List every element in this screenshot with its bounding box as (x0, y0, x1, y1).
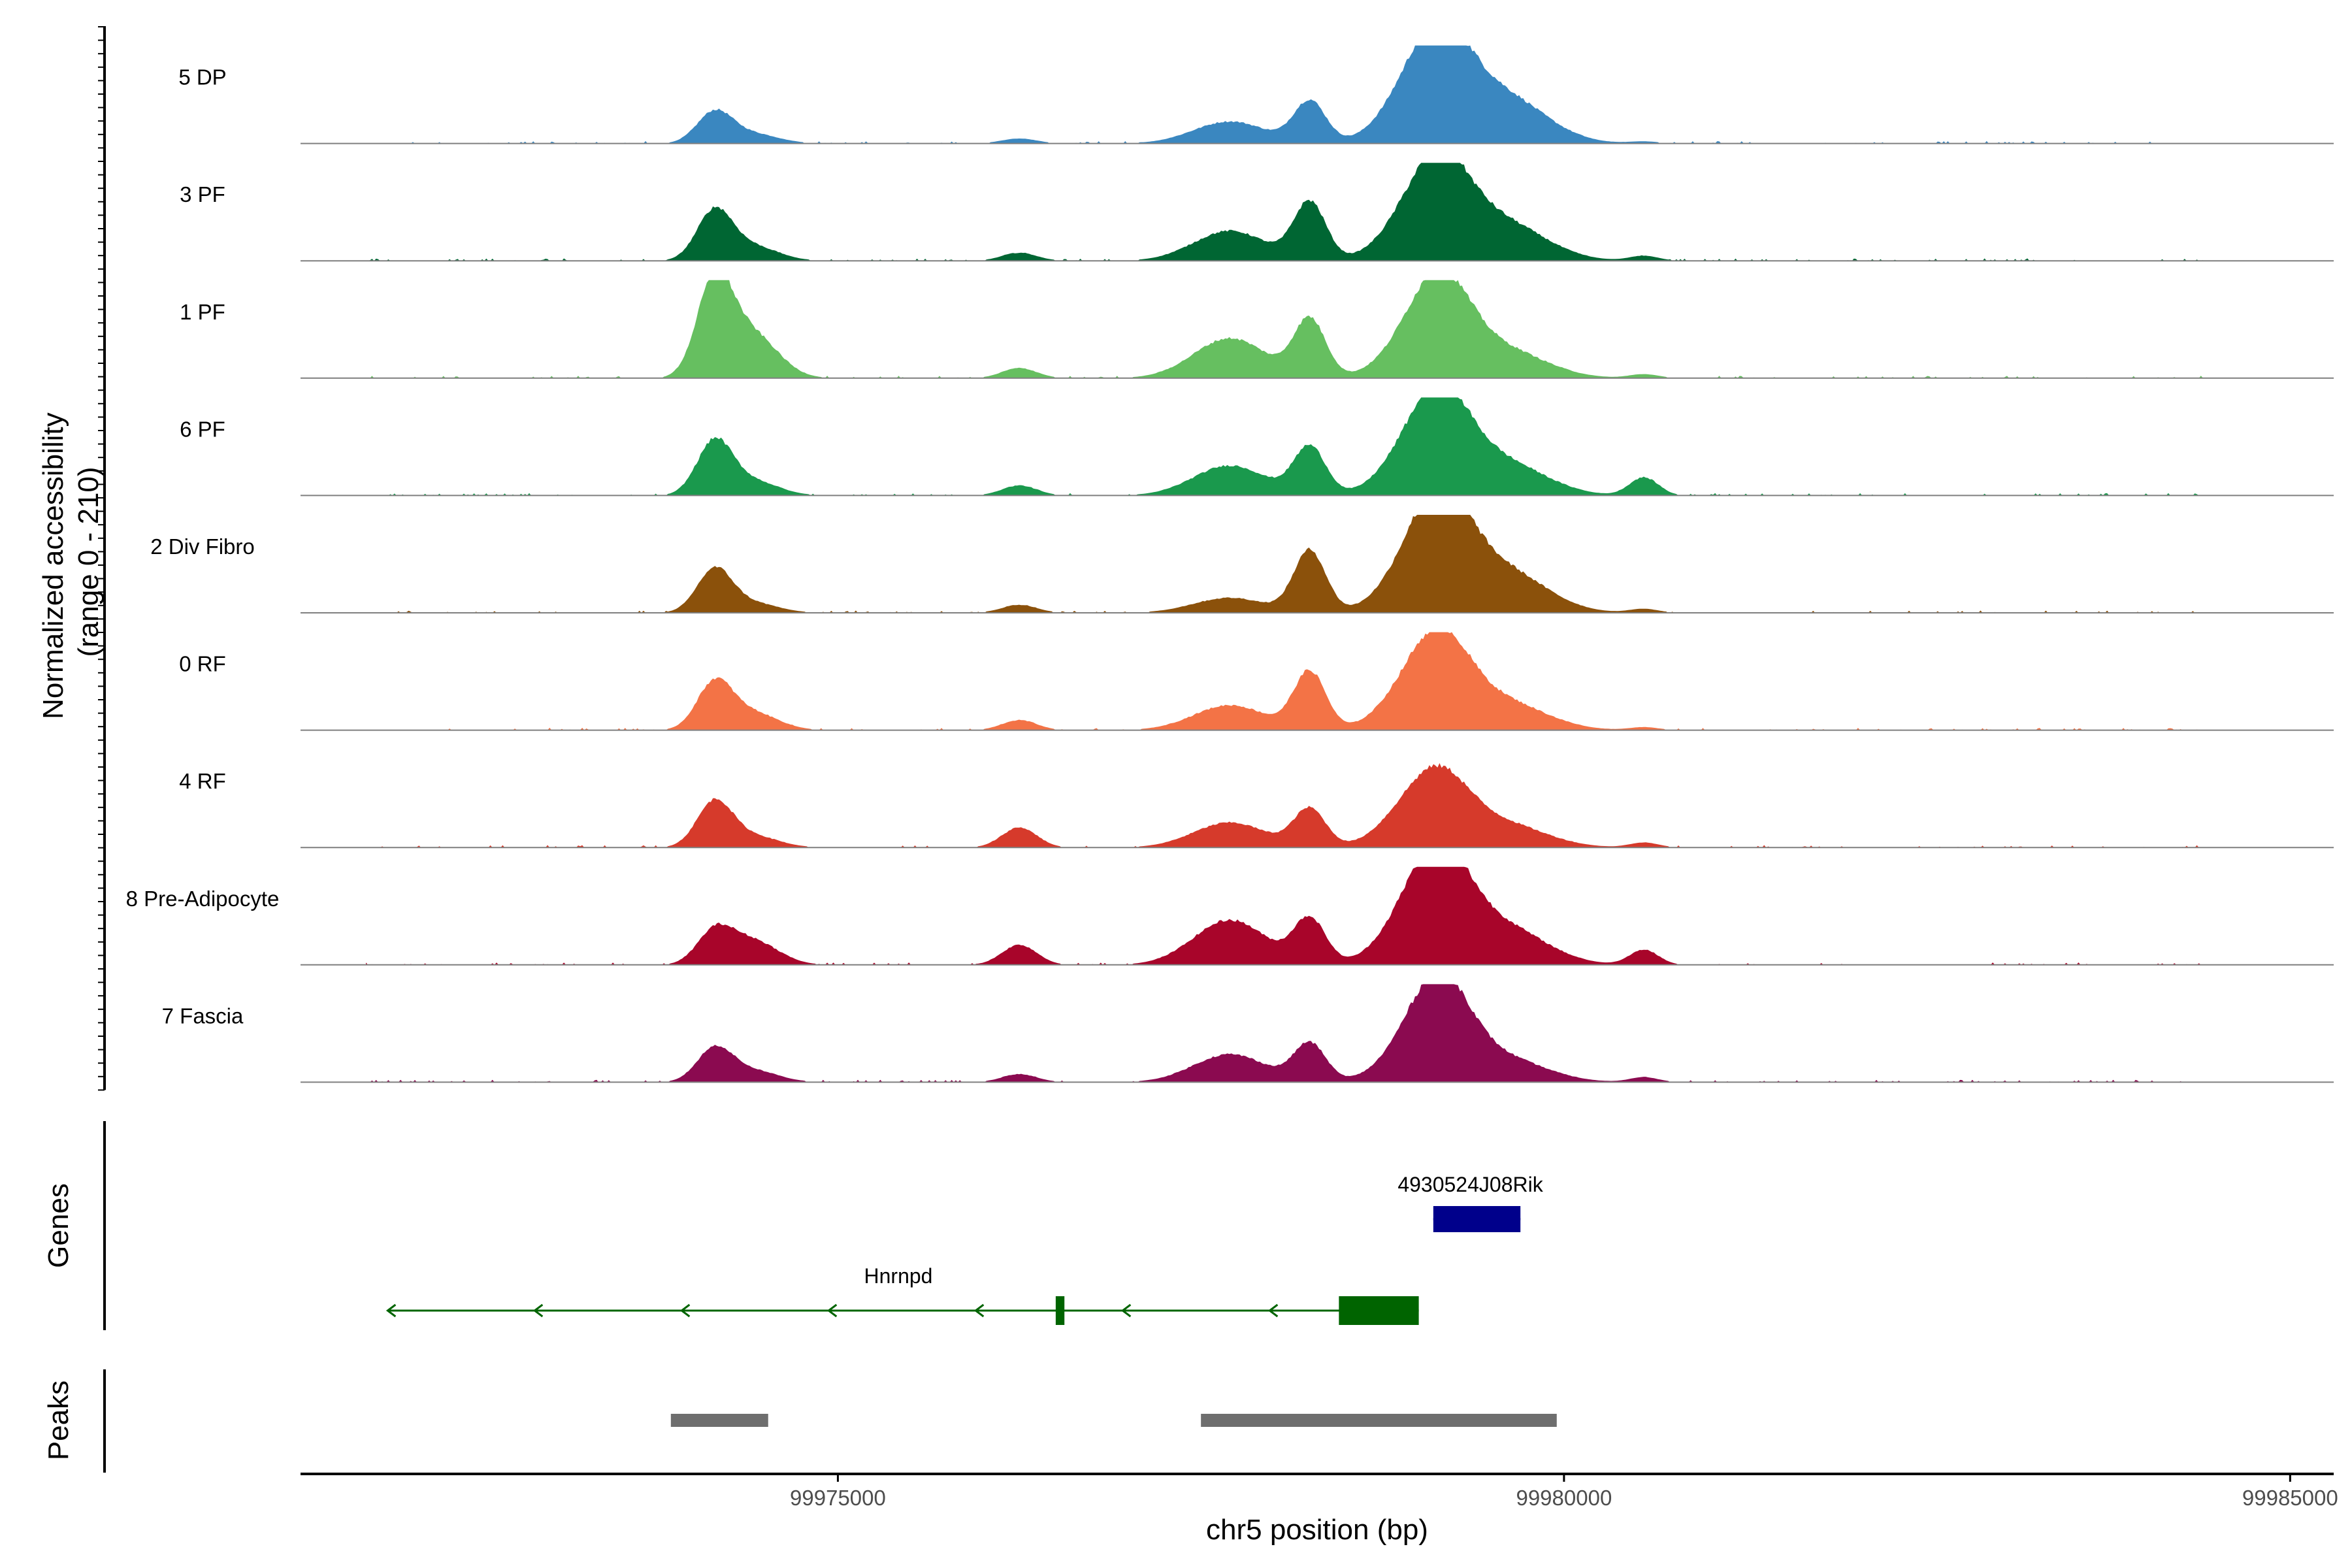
coverage-area (366, 45, 2203, 144)
coverage-tracks: 5 DP 3 PF 1 PF 6 PF 2 Div Fibro 0 RF 4 RF 8 Pre… (126, 45, 2334, 1083)
track-label: 4 RF (179, 769, 226, 793)
track-label: 2 Div Fibro (150, 534, 255, 559)
coverage-area (366, 280, 2203, 378)
x-tick-label: 99985000 (2242, 1486, 2338, 1510)
coverage-area (366, 397, 2203, 496)
y-axis-title: Normalized accessibility (range 0 - 210) (37, 404, 105, 719)
y-axis (98, 26, 106, 1091)
track-1-pf: 1 PF (180, 280, 2334, 379)
track-7-fascia: 7 Fascia (162, 984, 2334, 1083)
track-label: 3 PF (180, 182, 225, 206)
coverage-area (366, 515, 2203, 613)
coverage-area (366, 984, 2203, 1083)
y-axis-title-line-2: (range 0 - 210) (73, 466, 105, 657)
track-label: 7 Fascia (162, 1004, 244, 1028)
track-4-rf: 4 RF (179, 763, 2334, 849)
track-0-rf: 0 RF (179, 632, 2334, 731)
y-axis-title-line-1: Normalized accessibility (37, 412, 69, 719)
coverage-area (366, 632, 2203, 730)
strand-arrow (1267, 1303, 1279, 1318)
coverage-area (366, 763, 2203, 848)
track-label: 1 PF (180, 300, 225, 324)
peak-regions (670, 1414, 1557, 1427)
x-axis: 99975000 99980000 99985000 (301, 1473, 2338, 1510)
track-5-dp: 5 DP (178, 45, 2334, 144)
coverage-area (366, 163, 2203, 261)
peak-bar (670, 1414, 768, 1427)
gene-4930524j08rik: 4930524J08Rik (1397, 1173, 1544, 1232)
strand-arrow (679, 1303, 691, 1318)
coverage-area (366, 866, 2203, 965)
strand-arrow (385, 1303, 397, 1318)
exon (1055, 1296, 1065, 1325)
x-tick-label: 99980000 (1516, 1486, 1612, 1510)
genes-panel-label: Genes (42, 1183, 74, 1268)
track-label: 0 RF (179, 652, 226, 676)
exon (1339, 1296, 1419, 1325)
strand-arrow (973, 1303, 985, 1318)
gene-annotations: 4930524J08Rik Hnrnpd (385, 1173, 1544, 1325)
track-label: 8 Pre-Adipocyte (126, 887, 280, 911)
gene-hnrnpd: Hnrnpd (385, 1264, 1419, 1325)
track-3-pf: 3 PF (180, 163, 2334, 262)
strand-arrow (826, 1303, 838, 1318)
track-label: 6 PF (180, 417, 225, 441)
track-2-div-fibro: 2 Div Fibro (150, 515, 2334, 613)
peak-bar (1201, 1414, 1557, 1427)
track-label: 5 DP (178, 65, 226, 90)
gene-label: Hnrnpd (864, 1264, 933, 1288)
track-8-pre-adipocyte: 8 Pre-Adipocyte (126, 866, 2334, 966)
x-tick-label: 99975000 (790, 1486, 886, 1510)
gene-label: 4930524J08Rik (1397, 1173, 1543, 1196)
track-6-pf: 6 PF (180, 397, 2334, 497)
x-axis-title: chr5 position (bp) (1206, 1514, 1428, 1546)
strand-arrow (1120, 1303, 1132, 1318)
exon (1433, 1206, 1521, 1232)
peaks-panel-label: Peaks (42, 1380, 74, 1460)
strand-arrow (532, 1303, 544, 1318)
